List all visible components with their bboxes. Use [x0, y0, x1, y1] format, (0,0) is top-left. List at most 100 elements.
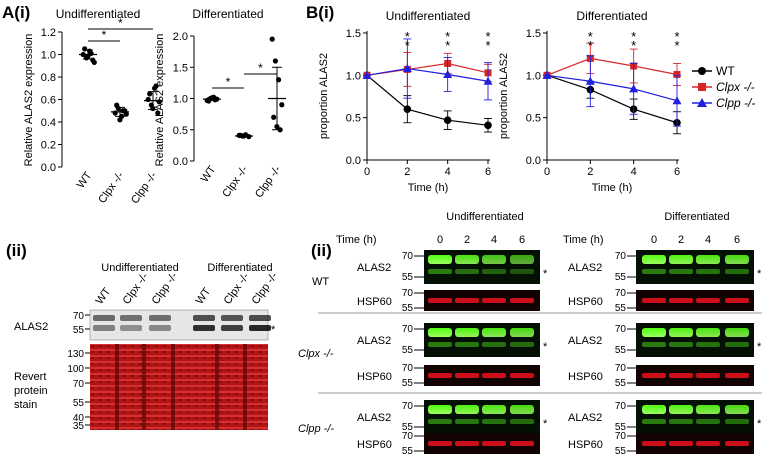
band-lower [193, 325, 215, 331]
row-label-revert-1: Revert [14, 371, 46, 383]
star: * [757, 341, 762, 353]
lane-gap [171, 344, 175, 430]
alas2-band-upper [482, 405, 506, 414]
marker-70: 70 [73, 311, 85, 322]
data-point-clpp [585, 76, 595, 85]
scatter-diff: Differentiated Relative ALAS2 expression… [154, 7, 286, 200]
hsp60-band [642, 441, 666, 446]
y-tick-label: 1.0 [173, 94, 188, 106]
significance-star-clpx: * [405, 29, 410, 44]
alas2-band-lower [725, 269, 749, 274]
alas2-band-lower [455, 342, 479, 347]
chart-title: Undifferentiated [56, 7, 141, 21]
legend-item-wt: WT [692, 64, 735, 78]
line-undiff: Undifferentiated proportion ALAS2 Time (… [318, 9, 493, 194]
data-point [153, 83, 159, 89]
y-tick-label: 1.5 [173, 62, 188, 74]
y-tick-label: 0.0 [41, 162, 56, 174]
hsp60-band [428, 373, 452, 378]
marker-label: 70 [73, 379, 85, 390]
hsp60-band [696, 373, 720, 378]
y-tick-label: 1.5 [526, 28, 541, 40]
alas2-band-upper [510, 405, 534, 414]
line-diff: Differentiated proportion ALAS2 Time (h)… [498, 9, 682, 194]
alas2-band-upper [510, 328, 534, 337]
alas2-band-lower [669, 419, 693, 424]
data-point-clpp [542, 70, 552, 79]
data-point [279, 102, 285, 108]
revert-protein-stain-blot [90, 344, 268, 430]
alas2-band-lower [428, 342, 452, 347]
data-point-clpp [443, 69, 453, 78]
y-tick-label: 1.0 [346, 70, 361, 82]
lane-labels: WT Clpx -/-Clpp -/- WT Clpx -/-Clpp -/- [94, 270, 281, 307]
alas2-band-upper [642, 405, 666, 414]
significance-star: * [258, 61, 263, 75]
data-point [145, 96, 151, 103]
significance-star-clpx: * [674, 29, 679, 44]
legend-label: Clpx -/- [716, 80, 755, 94]
hsp60-blot [636, 365, 754, 386]
x-tick-label: 6 [485, 166, 491, 178]
lane-gap [142, 344, 146, 430]
x-tick-label: Clpp -/- [129, 170, 160, 207]
marker-label: 100 [67, 364, 84, 375]
alas2-band-lower [455, 419, 479, 424]
band-upper [221, 315, 243, 321]
significance-star-clpp: * [445, 38, 450, 53]
hsp60-band [428, 441, 452, 446]
x-tick-label: WT [199, 164, 219, 185]
lane-label: Clpp -/- [150, 270, 181, 307]
star: * [271, 324, 276, 336]
y-axis-label: Relative ALAS2 expression [154, 34, 166, 167]
y-tick-label: 1.5 [346, 28, 361, 40]
significance-star: * [118, 16, 123, 30]
alas2-band-lower [725, 342, 749, 347]
time-label-left: Time (h) [336, 234, 377, 246]
scatter-marks: 0.0 0.5 1.0 1.5 2.0 WT Clpx -/- Clpp -/- * * [173, 31, 286, 200]
series-line [366, 74, 489, 126]
alas2-band-upper [642, 255, 666, 264]
marker-70: 70 [615, 251, 627, 262]
x-tick-label: 4 [445, 166, 451, 178]
y-tick-label: 0.2 [41, 140, 56, 152]
alas2-band-lower [428, 269, 452, 274]
panel-label-b: B(i) [306, 3, 334, 22]
x-tick-label: 4 [631, 166, 637, 178]
alas2-band-upper [725, 328, 749, 337]
data-point [117, 117, 123, 123]
marker-70: 70 [615, 288, 627, 299]
y-tick-label: 0.4 [41, 117, 56, 129]
data-point [272, 58, 278, 64]
data-point-wt [484, 121, 492, 130]
y-tick-label: 1.0 [526, 70, 541, 82]
alas2-band-lower [725, 419, 749, 424]
data-point-clpp [483, 76, 493, 85]
lane-label: Clpx -/- [121, 271, 151, 307]
alas2-blot [89, 309, 269, 341]
hsp60-blot [636, 433, 754, 454]
marker-55: 55 [402, 345, 414, 356]
marker-label: 40 [73, 413, 85, 424]
alas2-band-upper [725, 255, 749, 264]
blot-a-ii: Undifferentiated Differentiated WT Clpx -… [14, 262, 280, 432]
data-point-clpx [673, 70, 681, 78]
band-upper [249, 315, 271, 321]
lane-label: WT [94, 286, 114, 307]
time-point: 6 [519, 234, 525, 246]
significance-star: * [226, 75, 231, 89]
time-point: 4 [491, 234, 497, 246]
alas2-band-upper [428, 405, 452, 414]
band-upper [93, 315, 115, 321]
hsp60-band [510, 298, 534, 303]
alas2-band-lower [669, 269, 693, 274]
marker-70: 70 [615, 363, 627, 374]
alas2-band-lower [642, 342, 666, 347]
significance-star-clpx: * [631, 29, 636, 44]
data-point [112, 110, 118, 116]
alas2-band-upper [669, 255, 693, 264]
x-tick-label: 0 [364, 166, 370, 178]
time-point: 0 [437, 234, 443, 246]
alas2-band-upper [510, 255, 534, 264]
